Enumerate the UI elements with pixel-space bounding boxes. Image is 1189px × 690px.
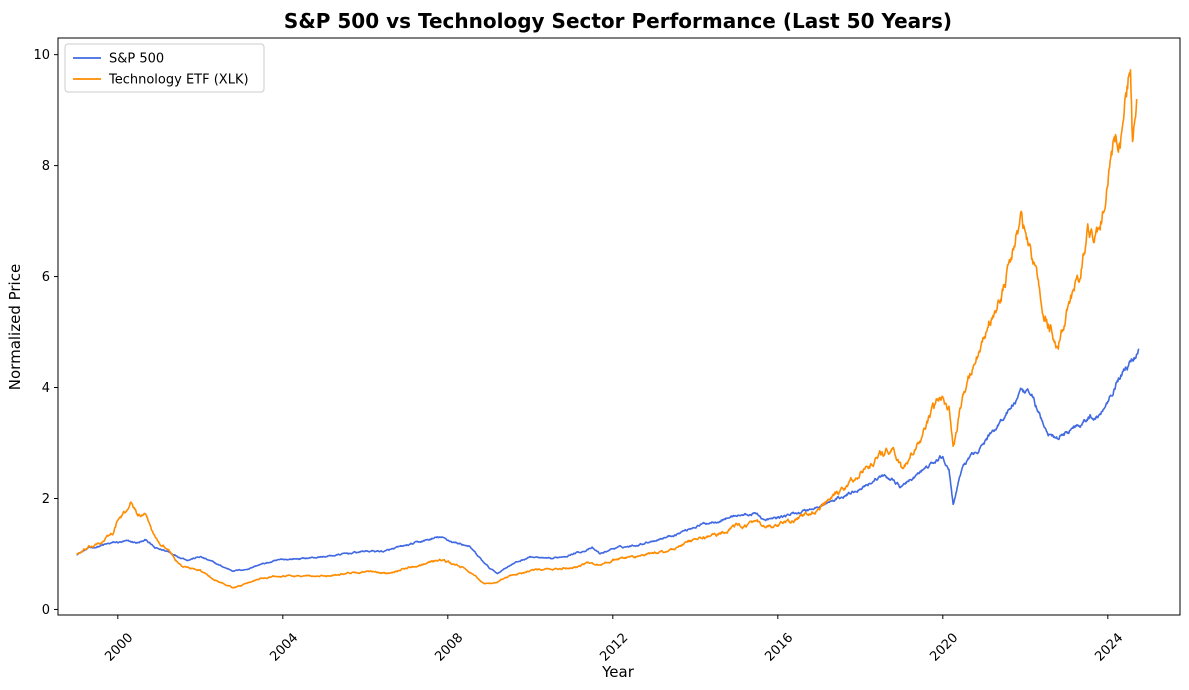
y-tick-label: 6 xyxy=(42,270,50,285)
y-tick-label: 0 xyxy=(42,603,50,618)
x-tick-label: 2000 xyxy=(102,631,136,665)
x-tick-label: 2020 xyxy=(927,631,961,665)
plot-area: 0 2 4 6 8 10 2000 2004 2008 2012 2016 2020 2024 xyxy=(33,37,1181,665)
x-tick-label: 2008 xyxy=(432,631,466,665)
y-tick-label: 8 xyxy=(42,159,50,174)
series-line-s-p-500 xyxy=(76,348,1140,575)
series-line-technology-etf-xlk xyxy=(76,69,1138,589)
legend: S&P 500 Technology ETF (XLK) xyxy=(64,43,265,93)
legend-label: Technology ETF (XLK) xyxy=(108,73,249,88)
legend-box xyxy=(64,43,265,93)
x-tick-label: 2004 xyxy=(267,631,301,665)
x-tick-label: 2024 xyxy=(1092,631,1126,665)
y-tick-label: 10 xyxy=(33,48,50,63)
x-tick-label: 2016 xyxy=(762,631,796,665)
y-axis-label: Normalized Price xyxy=(6,264,24,390)
y-tick-label: 4 xyxy=(42,381,50,396)
axes-frame xyxy=(57,37,1181,616)
x-tick-label: 2012 xyxy=(597,631,631,665)
legend-label: S&P 500 xyxy=(109,52,164,67)
y-tick-label: 2 xyxy=(42,492,50,507)
chart-title: S&P 500 vs Technology Sector Performance… xyxy=(284,9,952,33)
x-axis-label: Year xyxy=(601,663,635,681)
